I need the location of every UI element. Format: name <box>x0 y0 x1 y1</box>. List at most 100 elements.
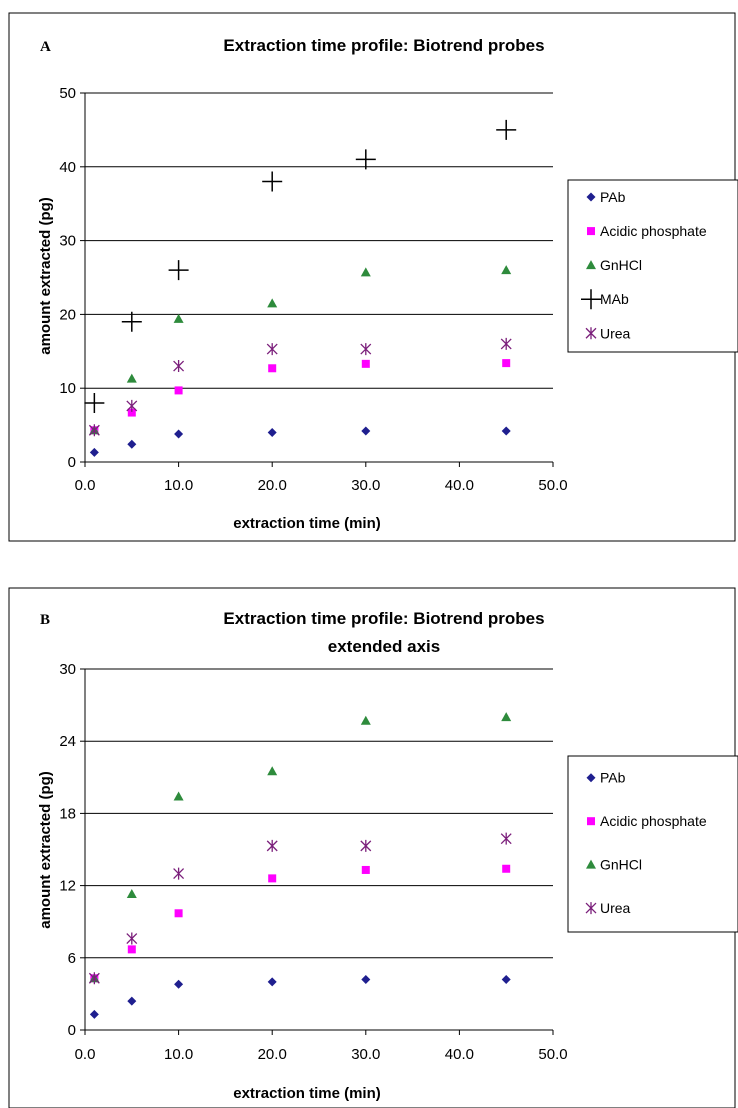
point-gnhcl <box>126 889 137 899</box>
point-urea <box>126 932 138 945</box>
y-tick-label: 0 <box>68 454 76 471</box>
y-tick-label: 12 <box>59 878 76 895</box>
point-pab <box>267 977 277 987</box>
point-pab <box>267 427 277 437</box>
panel-a-y-ticks: 0 10 20 30 40 50 <box>59 85 85 471</box>
point-acidic-phosphate <box>268 874 277 883</box>
panel-a-letter: A <box>40 39 51 55</box>
legend-marker-acidic-phosphate <box>587 817 595 826</box>
point-acidic-phosphate <box>174 909 183 918</box>
point-gnhcl <box>501 265 512 275</box>
x-tick-label: 0.0 <box>75 477 96 494</box>
point-pab <box>89 1009 99 1019</box>
point-mab <box>355 149 376 170</box>
x-tick-label: 40.0 <box>445 1046 474 1063</box>
panel-b-gridlines <box>85 668 553 959</box>
point-pab <box>127 996 137 1006</box>
panel-b-title: Extraction time profile: Biotrend probes <box>223 609 544 628</box>
point-urea <box>88 972 100 985</box>
point-acidic-phosphate <box>174 386 183 395</box>
panel-a-x-axis-title: extraction time (min) <box>233 515 381 532</box>
y-tick-label: 6 <box>68 950 76 967</box>
x-tick-label: 10.0 <box>164 477 193 494</box>
x-tick-label: 20.0 <box>258 1046 287 1063</box>
panel-a-gridlines <box>85 92 553 389</box>
point-mab <box>262 171 283 192</box>
point-acidic-phosphate <box>127 408 136 417</box>
y-tick-label: 0 <box>68 1022 76 1039</box>
panel-b-x-axis-title: extraction time (min) <box>233 1085 381 1102</box>
point-gnhcl <box>501 712 512 722</box>
point-pab <box>361 426 371 436</box>
point-acidic-phosphate <box>361 359 370 368</box>
point-gnhcl <box>173 313 184 323</box>
point-pab <box>174 979 184 989</box>
legend-item-acidic-phosphate: Acidic phosphate <box>587 223 707 239</box>
y-tick-label: 40 <box>59 159 76 176</box>
panel-b-subtitle: extended axis <box>328 637 440 656</box>
legend-marker-acidic-phosphate <box>587 227 595 236</box>
legend-item-gnhcl: GnHCl <box>586 257 642 273</box>
legend-marker-urea <box>585 327 597 340</box>
panel-b-legend-box <box>567 755 738 933</box>
legend-marker-gnhcl <box>586 859 596 869</box>
point-urea <box>173 360 185 373</box>
panel-a-legend: PAb Acidic phosphate GnHCl MAb Urea <box>567 179 738 353</box>
x-tick-label: 30.0 <box>351 1046 380 1063</box>
x-tick-label: 40.0 <box>445 477 474 494</box>
point-pab <box>501 974 511 984</box>
legend-item-urea: Urea <box>585 900 631 916</box>
panel-a-axes <box>84 93 553 463</box>
y-tick-label: 20 <box>59 306 76 323</box>
legend-item-urea: Urea <box>585 325 631 341</box>
legend-item-acidic-phosphate: Acidic phosphate <box>587 813 707 829</box>
legend-item-gnhcl: GnHCl <box>586 857 642 873</box>
point-gnhcl <box>360 715 371 725</box>
panel-a-legend-box <box>567 179 738 353</box>
panel-b-points <box>88 712 512 1019</box>
point-urea <box>360 343 372 356</box>
point-acidic-phosphate <box>127 945 136 954</box>
panel-a-legend-entries: PAb Acidic phosphate GnHCl MAb Urea <box>581 189 707 341</box>
legend-marker-pab <box>586 192 596 202</box>
point-pab <box>127 439 137 449</box>
y-tick-label: 10 <box>59 380 76 397</box>
point-urea <box>266 839 278 852</box>
panel-a-y-axis-title: amount extracted (pg) <box>37 197 54 355</box>
panel-b-legend: PAb Acidic phosphate GnHCl Urea <box>567 755 738 933</box>
legend-label-mab: MAb <box>600 291 629 307</box>
point-gnhcl <box>360 267 371 277</box>
panel-a-points <box>84 119 517 457</box>
panel-b-letter: B <box>40 612 50 628</box>
y-tick-label: 30 <box>59 661 76 678</box>
point-acidic-phosphate <box>502 864 511 873</box>
point-pab <box>501 426 511 436</box>
point-urea <box>126 399 138 412</box>
y-tick-label: 24 <box>59 733 76 750</box>
legend-marker-pab <box>586 773 596 783</box>
point-urea <box>360 839 372 852</box>
chart-panel-b: B Extraction time profile: Biotrend prob… <box>8 587 738 1108</box>
y-tick-label: 50 <box>59 85 76 102</box>
legend-item-mab: MAb <box>581 289 629 310</box>
point-mab <box>121 311 142 332</box>
legend-item-pab: PAb <box>586 189 626 205</box>
point-urea <box>88 424 100 437</box>
point-urea <box>500 832 512 845</box>
point-mab <box>168 260 189 281</box>
panel-b-axes <box>84 669 553 1031</box>
y-tick-label: 30 <box>59 233 76 250</box>
panel-a-title: Extraction time profile: Biotrend probes <box>223 36 544 55</box>
panel-a-x-ticks: 0.0 10.0 20.0 30.0 40.0 50.0 <box>75 462 568 494</box>
point-pab <box>361 974 371 984</box>
panel-b-x-ticks: 0.0 10.0 20.0 30.0 40.0 50.0 <box>75 1030 568 1063</box>
point-gnhcl <box>267 298 278 308</box>
legend-label-urea: Urea <box>600 900 631 916</box>
chart-panel-a: A Extraction time profile: Biotrend prob… <box>8 12 738 542</box>
point-urea <box>500 337 512 350</box>
legend-label-urea: Urea <box>600 325 631 341</box>
point-urea <box>173 867 185 880</box>
panel-b-y-ticks: 0 6 12 18 24 30 <box>59 661 85 1039</box>
point-pab <box>89 447 99 457</box>
